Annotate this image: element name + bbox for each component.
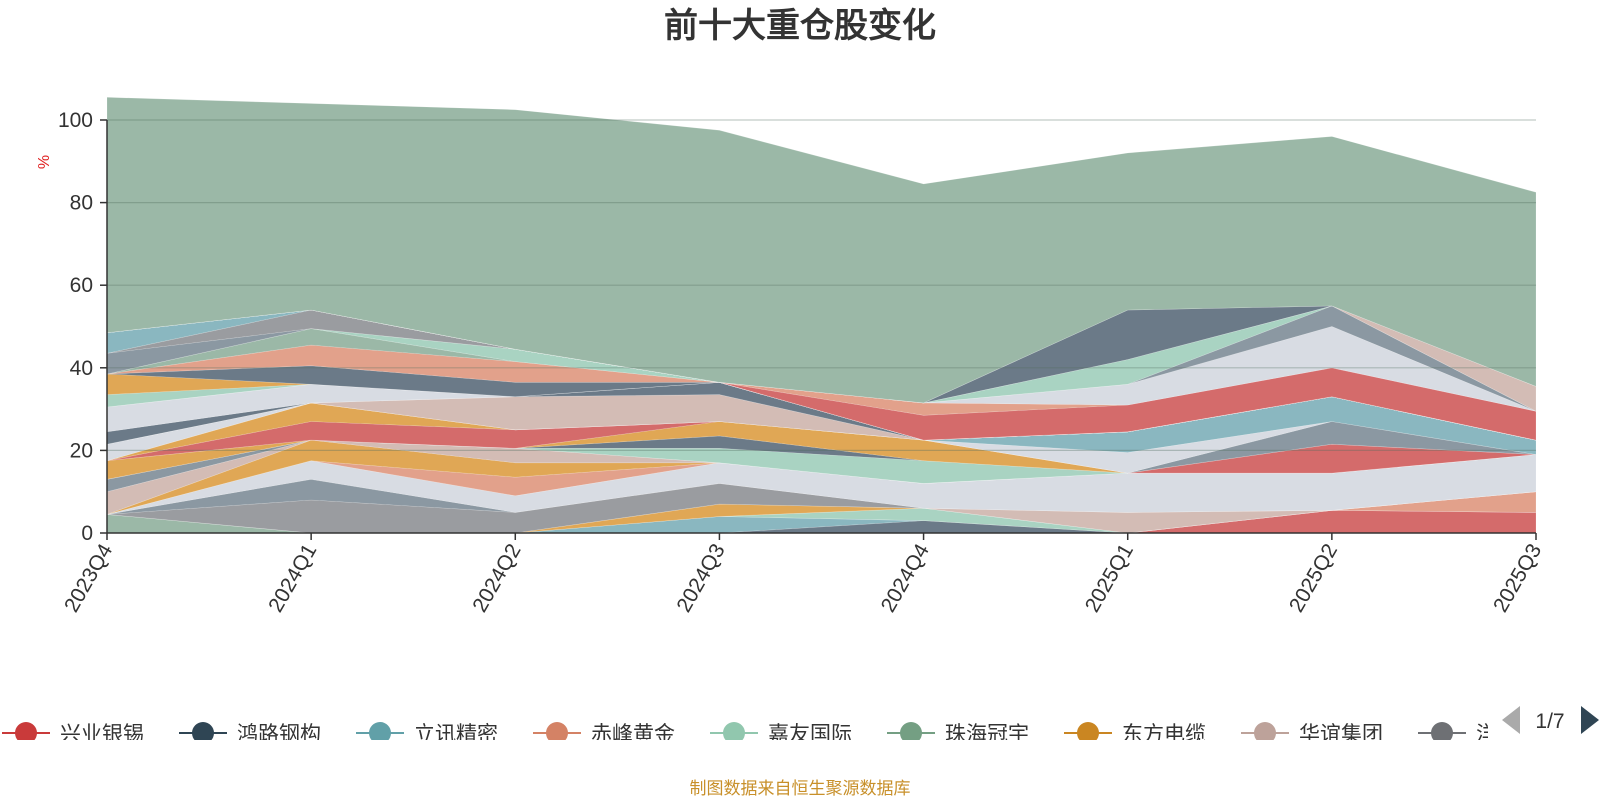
y-tick-label: 20 bbox=[70, 439, 93, 462]
x-tick-label: 2024Q2 bbox=[468, 540, 525, 616]
data-source-note: 制图数据来自恒生聚源数据库 bbox=[690, 779, 911, 798]
legend-pager: 1/7 bbox=[1502, 706, 1599, 734]
x-tick-label: 2024Q4 bbox=[877, 540, 934, 616]
legend-item[interactable]: 兴业银锡 bbox=[2, 722, 144, 746]
stacked-areas bbox=[106, 96, 1537, 534]
legend-marker-icon bbox=[900, 722, 922, 740]
x-tick-label: 2024Q1 bbox=[264, 540, 321, 616]
area-series-47 bbox=[106, 96, 1537, 404]
y-tick-label: 40 bbox=[70, 357, 93, 380]
legend-label: 洋 bbox=[1476, 723, 1497, 746]
grid-lines bbox=[107, 119, 1536, 451]
legend-item[interactable]: 洋 bbox=[1418, 722, 1497, 746]
legend-item[interactable]: 赤峰黄金 bbox=[533, 722, 675, 746]
legend-label: 兴业银锡 bbox=[60, 723, 144, 746]
legend-label: 东方电缆 bbox=[1122, 723, 1206, 746]
legend-marker-icon bbox=[1431, 722, 1453, 740]
y-tick-label: 100 bbox=[58, 109, 93, 132]
legend-item[interactable]: 东方电缆 bbox=[1064, 722, 1206, 746]
area-series-39 bbox=[106, 309, 1537, 441]
legend-marker-icon bbox=[369, 722, 391, 740]
x-tick-label: 2025Q2 bbox=[1285, 540, 1342, 616]
legend-label: 华谊集团 bbox=[1299, 723, 1383, 746]
x-tick-label: 2025Q1 bbox=[1081, 540, 1138, 616]
legend-item[interactable]: 珠海冠宇 bbox=[887, 722, 1029, 746]
legend-item[interactable]: 华谊集团 bbox=[1241, 722, 1383, 746]
chart-title: 前十大重仓股变化 bbox=[664, 6, 936, 46]
legend-marker-icon bbox=[15, 722, 37, 740]
triangle-left-icon[interactable] bbox=[1502, 706, 1520, 734]
y-tick-label: 80 bbox=[70, 192, 93, 215]
legend-label: 立讯精密 bbox=[414, 723, 498, 746]
legend-marker-icon bbox=[723, 722, 745, 740]
legend-item[interactable]: 鸿路钢构 bbox=[179, 722, 321, 746]
area-series-44 bbox=[106, 305, 1537, 412]
legend-marker-icon bbox=[546, 722, 568, 740]
x-tick-label: 2025Q3 bbox=[1489, 540, 1546, 616]
legend-item[interactable]: 嘉友国际 bbox=[710, 722, 852, 746]
x-tick-label: 2023Q4 bbox=[60, 540, 117, 616]
legend-label: 鸿路钢构 bbox=[237, 723, 321, 746]
legend-label: 嘉友国际 bbox=[768, 723, 852, 746]
triangle-right-icon[interactable] bbox=[1581, 706, 1599, 734]
legend-marker-icon bbox=[192, 722, 214, 740]
y-tick-label: 60 bbox=[70, 274, 93, 297]
legend: 兴业银锡 鸿路钢构 立讯精密 赤峰黄金 嘉友国际 珠海冠宇 东方电缆 华谊集团 洋 bbox=[2, 722, 1497, 746]
legend-marker-icon bbox=[1077, 722, 1099, 740]
legend-items: 兴业银锡 鸿路钢构 立讯精密 赤峰黄金 嘉友国际 珠海冠宇 东方电缆 华谊集团 洋 bbox=[2, 722, 1497, 746]
legend-label: 珠海冠宇 bbox=[945, 723, 1029, 746]
legend-item[interactable]: 立讯精密 bbox=[356, 722, 498, 746]
x-tick-label: 2024Q3 bbox=[672, 540, 729, 616]
legend-marker-icon bbox=[1254, 722, 1276, 740]
y-tick-label: 0 bbox=[81, 522, 93, 545]
legend-page-indicator: 1/7 bbox=[1535, 710, 1564, 733]
legend-label: 赤峰黄金 bbox=[591, 723, 675, 746]
plot-area: 0 20 40 60 80 100 2023Q4 2024Q1 2024Q2 2024Q3 2024… bbox=[58, 96, 1546, 616]
y-unit-label: % bbox=[36, 155, 53, 169]
